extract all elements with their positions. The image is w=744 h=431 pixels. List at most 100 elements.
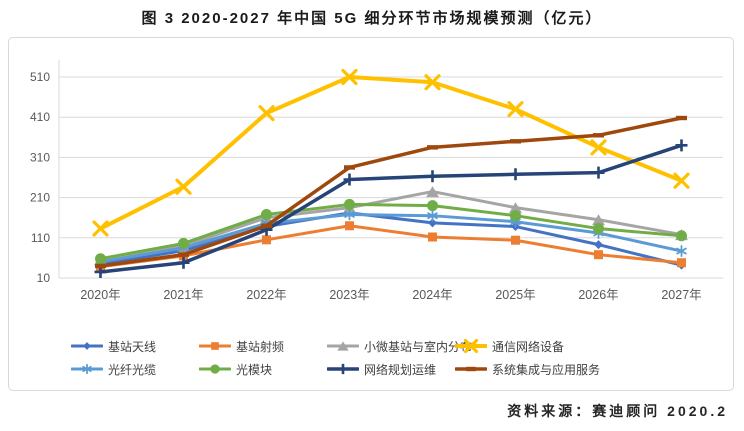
series-通信网络设备 <box>92 68 690 237</box>
x-marker-icon <box>92 220 109 237</box>
diamond-marker-icon <box>83 342 91 350</box>
dash-marker-icon <box>178 252 189 257</box>
legend-sample-icon <box>199 342 231 350</box>
triangle-marker-icon <box>426 186 439 198</box>
plus-marker-icon <box>509 168 522 181</box>
circle-marker-icon <box>210 364 220 374</box>
dash-marker-icon <box>261 223 272 228</box>
square-marker-icon <box>345 221 354 231</box>
asterisk-marker-icon <box>676 245 687 257</box>
x-axis-label: 2026年 <box>578 288 618 302</box>
x-marker-icon <box>175 178 192 195</box>
legend-sample-icon <box>327 363 359 375</box>
x-axis-label: 2021年 <box>163 288 203 302</box>
square-marker-icon <box>511 235 520 245</box>
series-光模块 <box>95 198 687 265</box>
series-line <box>98 116 684 268</box>
chart-legend: 基站天线 基站射频 小微基站与室内分布 通信网络设备光纤光缆 光模块 网络规划运维 系统集成… <box>71 339 601 377</box>
square-marker-icon <box>677 258 686 268</box>
x-marker-icon <box>507 101 524 118</box>
circle-marker-icon <box>427 200 438 212</box>
triangle-marker-icon <box>337 341 349 351</box>
legend-item-光纤光缆: 光纤光缆 <box>71 362 199 377</box>
legend-sample-icon <box>455 366 487 372</box>
legend-item-通信网络设备: 通信网络设备 <box>455 339 600 354</box>
asterisk-marker-icon <box>427 209 438 222</box>
x-axis-label: 2027年 <box>661 288 701 302</box>
circle-marker-icon <box>593 223 604 235</box>
legend-label: 基站射频 <box>236 339 285 354</box>
legend-sample-icon <box>455 339 487 353</box>
dash-marker-icon <box>466 366 476 372</box>
legend-sample-icon <box>199 364 231 374</box>
square-marker-icon <box>211 342 219 350</box>
series-line <box>99 190 683 262</box>
dash-marker-icon <box>427 145 438 150</box>
circle-marker-icon <box>261 208 272 220</box>
x-marker-icon <box>590 139 607 156</box>
x-axis-label: 2023年 <box>329 288 369 302</box>
square-marker-icon <box>594 250 603 260</box>
x-marker-icon <box>463 339 479 353</box>
legend-label: 通信网络设备 <box>492 339 565 354</box>
y-tick-label: 210 <box>30 191 50 205</box>
circle-marker-icon <box>344 198 355 210</box>
series-line <box>99 224 683 269</box>
series-line <box>98 75 684 231</box>
plus-marker-icon <box>177 256 190 269</box>
chart-title: 图 3 2020-2027 年中国 5G 细分环节市场规模预测（亿元） <box>141 10 603 27</box>
triangle-marker-icon <box>509 202 522 214</box>
source-note: 资料来源：赛迪顾问 2020.2 <box>507 403 728 419</box>
plus-marker-icon <box>592 166 605 179</box>
plus-marker-icon <box>337 363 349 375</box>
x-marker-icon <box>341 68 358 86</box>
y-tick-label: 10 <box>37 271 51 285</box>
x-axis-label: 2022年 <box>246 288 286 302</box>
legend-label: 系统集成与应用服务 <box>492 362 601 377</box>
diamond-marker-icon <box>594 240 603 250</box>
plus-marker-icon <box>675 139 688 152</box>
legend-item-网络规划运维: 网络规划运维 <box>327 362 455 377</box>
plus-marker-icon <box>343 173 356 186</box>
x-axis-label: 2025年 <box>495 288 535 302</box>
plus-marker-icon <box>426 170 439 183</box>
x-marker-icon <box>673 172 690 189</box>
series-line <box>98 143 684 274</box>
legend-item-基站射频: 基站射频 <box>199 339 327 354</box>
legend-label: 小微基站与室内分布 <box>364 339 473 354</box>
circle-marker-icon <box>178 237 189 249</box>
dash-marker-icon <box>676 115 687 121</box>
y-tick-label: 310 <box>30 150 50 164</box>
circle-marker-icon <box>510 210 521 222</box>
y-tick-label: 410 <box>30 110 50 124</box>
dash-marker-icon <box>510 139 521 144</box>
dash-marker-icon <box>593 133 604 138</box>
legend-sample-icon <box>327 341 359 351</box>
legend-label: 网络规划运维 <box>364 362 437 377</box>
legend-label: 光纤光缆 <box>108 362 157 377</box>
x-marker-icon <box>424 74 441 91</box>
x-axis-label: 2020年 <box>80 288 120 302</box>
series-line <box>99 202 683 261</box>
y-tick-label: 110 <box>31 231 50 245</box>
circle-marker-icon <box>676 230 687 242</box>
diamond-marker-icon <box>428 218 437 228</box>
legend-item-小微基站与室内分布: 小微基站与室内分布 <box>327 339 472 354</box>
square-marker-icon <box>428 232 437 242</box>
x-axis-label: 2024年 <box>412 288 452 302</box>
circle-marker-icon <box>95 253 106 265</box>
legend-label: 光模块 <box>236 362 273 377</box>
asterisk-marker-icon <box>82 363 92 375</box>
asterisk-marker-icon <box>344 208 355 221</box>
series-line <box>99 212 683 264</box>
x-marker-icon <box>258 105 275 122</box>
legend-label: 基站天线 <box>108 339 157 354</box>
legend-sample-icon <box>71 342 103 350</box>
series-系统集成与应用服务 <box>95 115 687 269</box>
series-line <box>99 211 683 267</box>
dash-marker-icon <box>95 263 106 269</box>
square-marker-icon <box>262 235 271 245</box>
